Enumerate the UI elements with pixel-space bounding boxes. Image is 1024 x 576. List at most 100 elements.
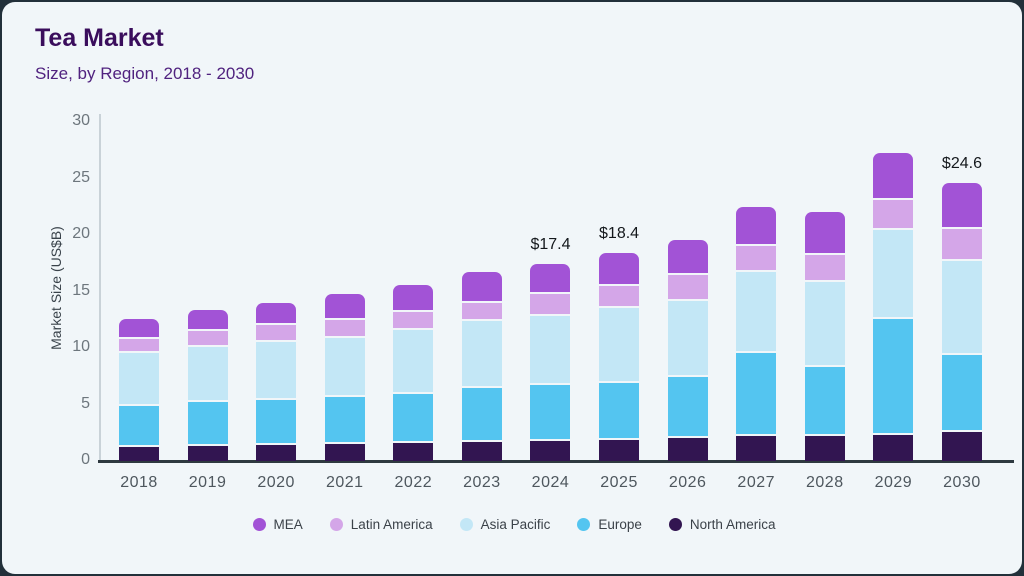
bar-segment-europe-2021 [324,396,365,445]
y-tick-label: 5 [81,394,90,412]
y-tick-label: 0 [81,451,90,468]
x-tick-label-2025: 2025 [600,474,638,491]
bar-segment-north-america-2023 [461,441,502,461]
bar-segment-north-america-2020 [256,445,297,461]
bar-segment-north-america-2018 [119,447,159,461]
bar-segment-latin-america-2019 [187,331,228,347]
bar-segment-north-america-2021 [324,444,365,461]
bar-segment-asia-pacific-2020 [256,342,297,400]
bar-value-label-2024: $17.4 [530,236,571,254]
bar-segment-asia-pacific-2021 [324,337,365,397]
x-tick-label-2024: 2024 [531,474,570,491]
bar-segment-mea-2019 [187,309,228,332]
y-tick-label: 15 [72,281,90,299]
bar-segment-europe-2027 [736,352,777,437]
bar-value-label-2025: $18.4 [599,225,640,243]
bar-segment-europe-2025 [599,383,640,440]
legend-dot-north-america-icon [668,518,682,531]
bar-segment-latin-america-2028 [804,255,845,283]
bar-segment-latin-america-2029 [873,199,914,231]
bar-segment-north-america-2019 [187,446,228,461]
x-tick-label-2023: 2023 [463,474,501,491]
legend-item-mea: MEA [252,517,303,532]
bar-segment-asia-pacific-2028 [804,282,845,368]
y-tick-label: 30 [72,112,90,129]
x-tick-label-2030: 2030 [943,474,981,491]
bar-segment-latin-america-2022 [393,311,434,330]
bar-segment-europe-2019 [187,402,228,447]
y-tick-label: 25 [72,168,90,186]
bar-segment-latin-america-2020 [256,325,297,343]
legend-label: North America [689,517,776,532]
x-tick-label-2027: 2027 [737,474,776,491]
y-tick-label: 10 [72,338,90,355]
bar-segment-north-america-2026 [667,438,708,461]
bar-segment-europe-2030 [941,354,982,432]
bar-segment-north-america-2030 [941,431,982,461]
bar-segment-north-america-2024 [530,440,571,461]
bar-segment-north-america-2025 [599,439,640,461]
x-tick-label-2022: 2022 [394,474,433,491]
bar-segment-asia-pacific-2019 [187,346,228,403]
bar-segment-asia-pacific-2029 [873,230,914,319]
x-tick-label-2029: 2029 [874,474,913,491]
x-axis-line [98,460,1014,463]
bar-segment-mea-2018 [119,318,159,339]
legend-dot-mea-icon [252,518,266,531]
bar-segment-asia-pacific-2026 [667,300,708,378]
bar-segment-asia-pacific-2025 [599,308,640,384]
x-tick-label-2021: 2021 [325,474,364,491]
bar-segment-latin-america-2025 [599,285,640,309]
bar-segment-asia-pacific-2027 [736,272,777,353]
bar-segment-mea-2029 [873,152,914,200]
y-tick-label: 20 [72,225,90,242]
bar-segment-asia-pacific-2030 [941,260,982,355]
legend-item-europe: Europe [577,517,642,532]
bar-value-label-2030: $24.6 [941,155,982,173]
bar-segment-mea-2023 [461,272,502,303]
bar-segment-mea-2022 [393,284,434,312]
legend-dot-latin-america-icon [329,518,343,531]
bar-segment-europe-2023 [461,387,502,442]
bar-segment-north-america-2022 [393,442,434,461]
legend-dot-asia-pacific-icon [459,518,473,531]
bar-segment-latin-america-2030 [941,229,982,261]
bar-segment-mea-2024 [530,264,571,294]
bar-segment-asia-pacific-2023 [461,320,502,388]
bar-segment-asia-pacific-2024 [530,316,571,386]
legend-label: Latin America [350,517,433,532]
legend-label: Asia Pacific [480,517,551,532]
bar-segment-mea-2030 [941,183,982,230]
bar-segment-mea-2020 [256,302,297,326]
y-axis-line [99,114,101,461]
bar-segment-latin-america-2021 [324,319,365,338]
bar-segment-asia-pacific-2022 [393,329,434,395]
x-tick-label-2026: 2026 [668,474,707,491]
bar-segment-mea-2025 [599,253,640,286]
bar-segment-latin-america-2027 [736,246,777,273]
legend: MEA Latin America Asia Pacific Europe North … [2,517,1024,532]
bar-segment-mea-2026 [667,239,708,275]
x-tick-label-2020: 2020 [257,474,295,491]
legend-item-north-america: North America [668,517,776,532]
bar-segment-north-america-2028 [804,436,845,461]
bar-segment-north-america-2027 [736,436,777,461]
bar-segment-mea-2027 [736,206,777,247]
bar-segment-europe-2018 [119,405,159,448]
bar-segment-north-america-2029 [873,435,914,461]
legend-item-asia-pacific: Asia Pacific [459,517,551,532]
bar-segment-europe-2020 [256,399,297,446]
bar-segment-europe-2028 [804,367,845,437]
legend-label: MEA [273,517,303,532]
bar-segment-latin-america-2024 [530,293,571,317]
bar-segment-europe-2026 [667,377,708,439]
bar-segment-mea-2021 [324,293,365,320]
chart-title: Tea Market [35,24,164,52]
x-tick-label-2019: 2019 [188,474,227,491]
bar-segment-asia-pacific-2018 [119,352,159,406]
x-tick-label-2018: 2018 [120,474,158,491]
chart-subtitle: Size, by Region, 2018 - 2030 [35,64,255,83]
bar-segment-latin-america-2026 [667,274,708,301]
bar-segment-europe-2024 [530,385,571,441]
